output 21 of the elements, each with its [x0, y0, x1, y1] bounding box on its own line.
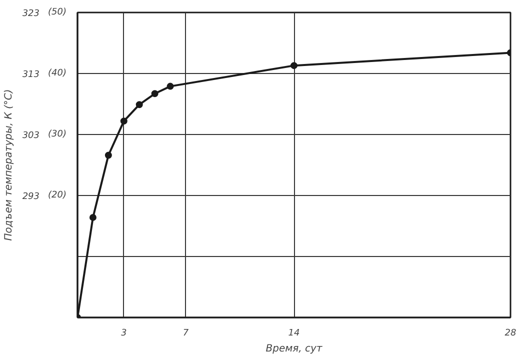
point [89, 214, 96, 221]
x-tick-label: 14 [288, 328, 300, 338]
y-tick-label: 323 [22, 9, 40, 19]
x-tick-label: 3 [121, 328, 128, 338]
y-tick-label: 313 [22, 70, 40, 80]
y2-tick-label: (40) [48, 68, 67, 78]
x-tick-label: 7 [182, 328, 189, 338]
y-tick-label: 303 [22, 131, 40, 141]
y-axis-title: Подъем температуры, К (°C) [3, 89, 14, 241]
point [120, 118, 128, 125]
x-axis-title: Время, сут [266, 344, 324, 354]
y2-tick-label: (50) [48, 8, 67, 18]
point [166, 82, 174, 90]
point [136, 101, 143, 108]
point [104, 152, 112, 159]
x-tick-label: 28 [504, 328, 516, 338]
y-tick-label: 293 [22, 192, 40, 202]
point [151, 90, 158, 98]
y2-tick-label: (20) [48, 190, 67, 200]
point [290, 62, 298, 70]
y2-tick-label: (30) [48, 130, 67, 140]
